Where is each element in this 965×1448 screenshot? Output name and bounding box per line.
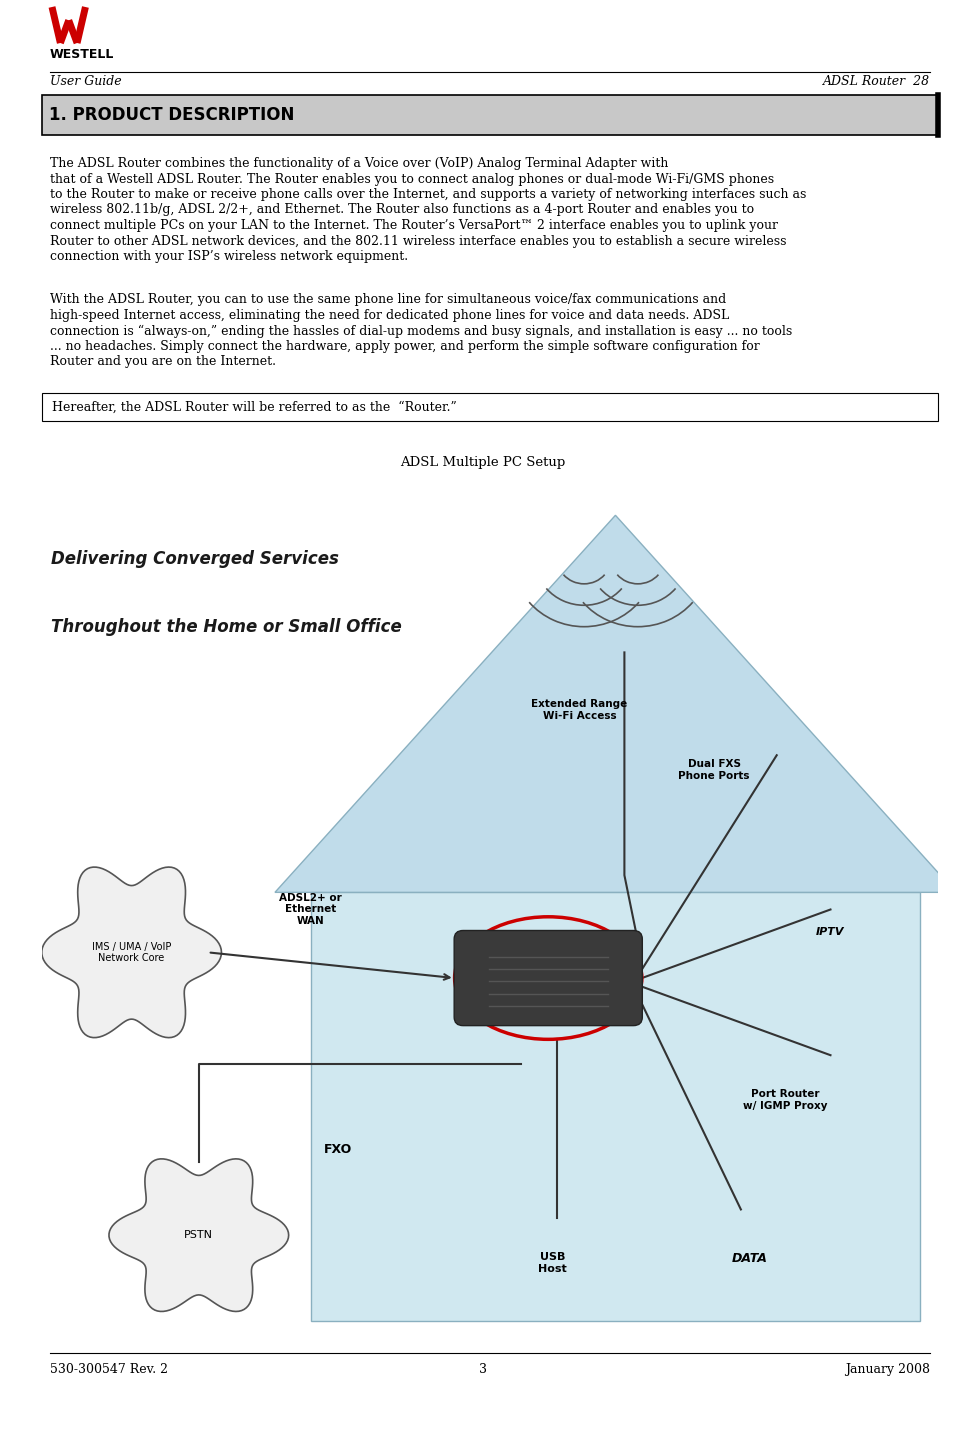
Text: ADSL Router  28: ADSL Router 28: [823, 75, 930, 88]
Text: connect multiple PCs on your LAN to the Internet. The Router’s VersaPort™ 2 inte: connect multiple PCs on your LAN to the …: [50, 219, 778, 232]
Polygon shape: [275, 515, 956, 892]
Text: Router and you are on the Internet.: Router and you are on the Internet.: [50, 356, 276, 368]
Text: Hereafter, the ADSL Router will be referred to as the  “Router.”: Hereafter, the ADSL Router will be refer…: [52, 401, 456, 414]
Text: that of a Westell ADSL Router. The Router enables you to connect analog phones o: that of a Westell ADSL Router. The Route…: [50, 172, 774, 185]
Text: ADSL2+ or
Ethernet
WAN: ADSL2+ or Ethernet WAN: [280, 893, 343, 927]
Text: to the Router to make or receive phone calls over the Internet, and supports a v: to the Router to make or receive phone c…: [50, 188, 807, 201]
FancyBboxPatch shape: [42, 392, 938, 421]
Text: Dual FXS
Phone Ports: Dual FXS Phone Ports: [678, 759, 750, 780]
Polygon shape: [109, 1158, 289, 1312]
Text: ADSL Multiple PC Setup: ADSL Multiple PC Setup: [400, 456, 565, 469]
Polygon shape: [41, 867, 222, 1038]
Text: January 2008: January 2008: [845, 1363, 930, 1376]
Text: FXO: FXO: [323, 1142, 352, 1156]
FancyBboxPatch shape: [42, 96, 938, 135]
Text: User Guide: User Guide: [50, 75, 122, 88]
Text: IPTV: IPTV: [816, 927, 844, 937]
Polygon shape: [311, 892, 920, 1321]
Text: connection is “always-on,” ending the hassles of dial-up modems and busy signals: connection is “always-on,” ending the ha…: [50, 324, 792, 337]
Text: 3: 3: [479, 1363, 486, 1376]
Text: Throughout the Home or Small Office: Throughout the Home or Small Office: [51, 618, 401, 636]
Text: IMS / UMA / VoIP
Network Core: IMS / UMA / VoIP Network Core: [92, 941, 172, 963]
Text: ... no headaches. Simply connect the hardware, apply power, and perform the simp: ... no headaches. Simply connect the har…: [50, 340, 759, 353]
Text: Router to other ADSL network devices, and the 802.11 wireless interface enables : Router to other ADSL network devices, an…: [50, 235, 786, 248]
Text: high-speed Internet access, eliminating the need for dedicated phone lines for v: high-speed Internet access, eliminating …: [50, 308, 730, 321]
FancyBboxPatch shape: [455, 931, 643, 1025]
Text: Port Router
w/ IGMP Proxy: Port Router w/ IGMP Proxy: [743, 1089, 828, 1111]
Text: With the ADSL Router, you can to use the same phone line for simultaneous voice/: With the ADSL Router, you can to use the…: [50, 294, 727, 307]
Text: connection with your ISP’s wireless network equipment.: connection with your ISP’s wireless netw…: [50, 251, 408, 264]
Text: The ADSL Router combines the functionality of a Voice over (VoIP) Analog Termina: The ADSL Router combines the functionali…: [50, 156, 669, 169]
Text: WESTELL: WESTELL: [50, 48, 115, 61]
Text: Delivering Converged Services: Delivering Converged Services: [51, 550, 339, 568]
Text: wireless 802.11b/g, ADSL 2/2+, and Ethernet. The Router also functions as a 4-po: wireless 802.11b/g, ADSL 2/2+, and Ether…: [50, 204, 754, 217]
Text: USB
Host: USB Host: [538, 1253, 567, 1274]
Text: PSTN: PSTN: [184, 1231, 213, 1239]
Text: DATA: DATA: [731, 1253, 768, 1266]
Text: 530-300547 Rev. 2: 530-300547 Rev. 2: [50, 1363, 168, 1376]
Text: Extended Range
Wi-Fi Access: Extended Range Wi-Fi Access: [532, 699, 627, 721]
Text: 1. PRODUCT DESCRIPTION: 1. PRODUCT DESCRIPTION: [49, 106, 294, 125]
